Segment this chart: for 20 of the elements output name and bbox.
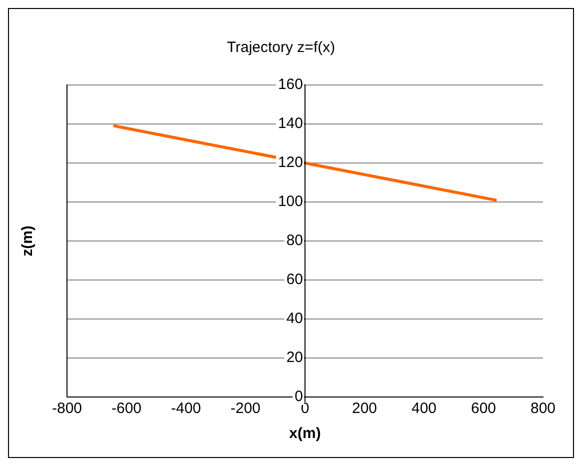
- x-tick-label: -400: [170, 400, 202, 418]
- x-tick-label: 600: [470, 400, 496, 418]
- x-tick-label: -800: [52, 400, 82, 418]
- y-tick-label: 80: [286, 232, 303, 250]
- y-axis-title: z(m): [19, 226, 36, 256]
- y-tick-label: 140: [278, 115, 303, 132]
- x-tick-label: 200: [352, 400, 378, 418]
- y-tick-label: 160: [278, 76, 303, 94]
- y-tick-label: 60: [286, 271, 303, 288]
- y-tick-label: 120: [278, 154, 303, 172]
- y-tick-label: 0: [294, 388, 303, 406]
- y-tick-label: 20: [286, 349, 303, 366]
- x-tick-label: -600: [111, 400, 142, 418]
- x-tick-label: -200: [230, 400, 261, 418]
- x-tick-label: 800: [530, 400, 556, 418]
- chart-title: Trajectory z=f(x): [226, 39, 336, 56]
- x-axis-title: x(m): [289, 425, 321, 442]
- x-tick-label: 400: [411, 400, 437, 418]
- y-tick-label: 100: [278, 193, 303, 210]
- y-tick-label: 40: [286, 310, 303, 328]
